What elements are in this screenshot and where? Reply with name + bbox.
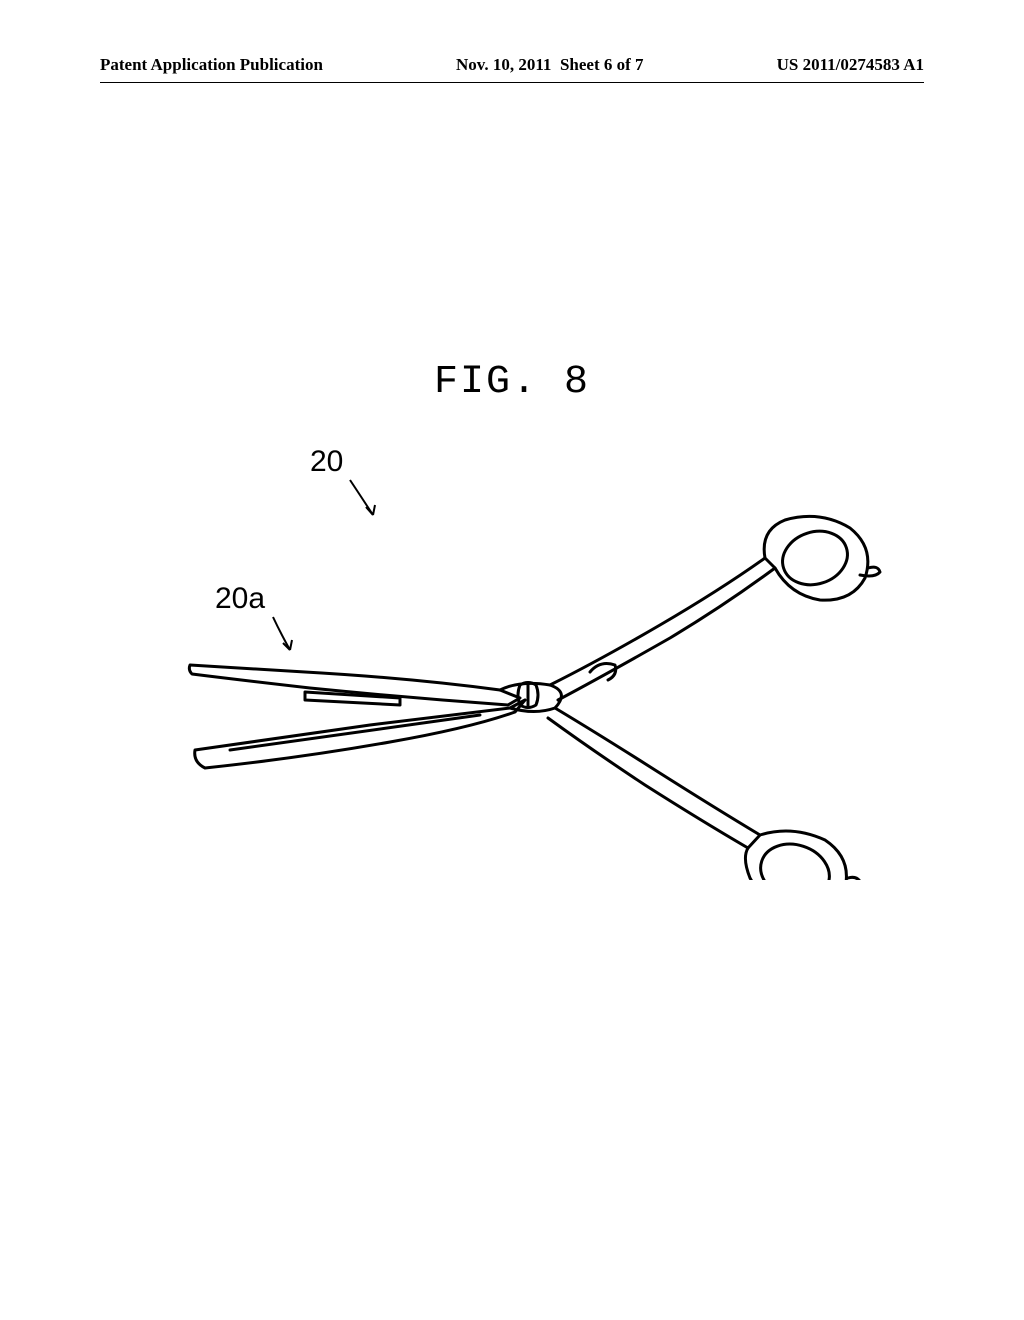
figure-title: FIG. 8	[0, 360, 1024, 405]
header-publication-type: Patent Application Publication	[100, 55, 323, 75]
header-publication-number: US 2011/0274583 A1	[777, 55, 924, 75]
header-divider	[100, 82, 924, 83]
reference-label-20: 20	[310, 445, 343, 479]
header-date-sheet: Nov. 10, 2011 Sheet 6 of 7	[456, 55, 643, 75]
scissors-drawing	[160, 480, 900, 880]
patent-header: Patent Application Publication Nov. 10, …	[0, 55, 1024, 75]
figure-container: 20 20a	[120, 440, 900, 880]
